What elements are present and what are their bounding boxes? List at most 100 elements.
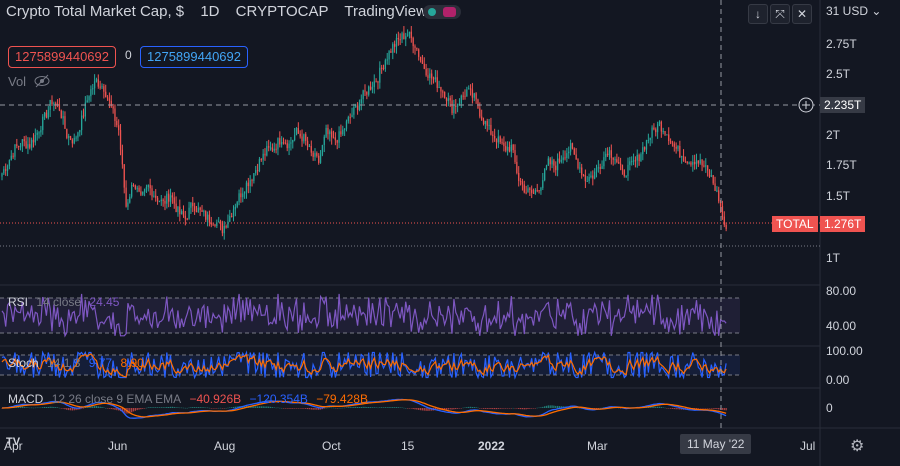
macd-hist-bar xyxy=(384,407,387,408)
candle-body xyxy=(629,161,631,165)
macd-hist-bar xyxy=(55,407,57,408)
candle-body xyxy=(5,169,7,171)
macd-hist-bar xyxy=(725,408,727,411)
candle-body xyxy=(573,148,575,155)
candle-body xyxy=(310,146,312,153)
candle-body xyxy=(436,77,438,88)
candle-body xyxy=(705,165,707,167)
bid-value-box[interactable]: 1275899440692 xyxy=(8,46,116,68)
candle-body xyxy=(608,150,611,156)
candle-body xyxy=(393,44,396,47)
candle-body xyxy=(627,164,629,176)
candle-body xyxy=(247,182,249,187)
symbol-title[interactable]: Crypto Total Market Cap, $ xyxy=(6,3,185,20)
candle-body xyxy=(460,95,462,104)
candle-body xyxy=(451,100,453,114)
macd-hist-bar xyxy=(103,407,105,408)
macd-hist-bar xyxy=(323,408,325,409)
candle-body xyxy=(186,218,188,220)
candle-body xyxy=(597,167,600,169)
macd-hist-bar xyxy=(545,405,548,408)
candle-body xyxy=(625,175,627,177)
macd-tick: 0 xyxy=(826,401,833,415)
chart-title: Crypto Total Market Cap, $ 1D CRYPTOCAP … xyxy=(6,3,439,20)
ask-value-box[interactable]: 1275899440692 xyxy=(140,46,248,68)
price-tick: 2.5T xyxy=(826,67,851,81)
interval-label[interactable]: 1D xyxy=(200,3,220,20)
candle-body xyxy=(510,144,512,152)
candle-body xyxy=(690,162,692,165)
candle-body xyxy=(718,190,720,202)
candle-body xyxy=(532,192,535,194)
candle-body xyxy=(610,150,612,158)
candle-body xyxy=(712,175,714,184)
macd-hist-bar xyxy=(229,407,231,408)
macd-hist-bar xyxy=(343,407,346,409)
candle-body xyxy=(653,127,655,130)
candle-body xyxy=(16,144,18,146)
macd-hist-bar xyxy=(42,407,44,408)
candle-body xyxy=(219,221,222,224)
candle-body xyxy=(527,188,529,193)
candle-body xyxy=(130,184,133,197)
macd-hist-bar xyxy=(121,408,124,412)
rsi-tick: 40.00 xyxy=(826,319,857,333)
rsi-legend[interactable]: RSI 14 close 24.45 xyxy=(8,295,119,309)
hidden-eye-icon[interactable] xyxy=(33,74,51,91)
candle-body xyxy=(347,117,349,122)
candle-body xyxy=(473,93,475,98)
candle-body xyxy=(484,120,487,124)
candle-body xyxy=(71,139,74,144)
macd-hist-bar xyxy=(105,407,107,409)
candle-body xyxy=(377,81,379,83)
macd-hist-bar xyxy=(477,407,479,409)
candle-body xyxy=(118,125,120,131)
candle-body xyxy=(523,184,525,193)
candle-body xyxy=(255,170,257,174)
macd-hist-bar xyxy=(219,407,222,409)
macd-hist-bar xyxy=(34,407,36,409)
candle-body xyxy=(303,134,305,142)
macd-hist-bar xyxy=(543,406,546,408)
candle-body xyxy=(266,146,268,156)
macd-hist-bar xyxy=(486,408,488,409)
macd-signal-line xyxy=(2,399,727,418)
candle-body xyxy=(403,33,405,40)
macd-hist-bar xyxy=(403,407,405,409)
candle-body xyxy=(649,137,651,141)
gear-icon[interactable]: ⚙ xyxy=(850,438,865,455)
macd-hist-bar xyxy=(82,408,85,409)
macd-hist-bar xyxy=(710,408,712,409)
stoch-legend[interactable]: Stoch 14 1 3 9.77 8.90 xyxy=(8,356,144,370)
macd-hist-bar xyxy=(708,408,711,409)
candle-body xyxy=(179,206,181,215)
candle-body xyxy=(243,191,246,194)
fullscreen-icon[interactable]: ⤧ xyxy=(770,4,790,24)
scroll-down-icon[interactable]: ↓ xyxy=(748,4,768,24)
macd-hist-bar xyxy=(418,408,420,410)
macd-hist-bar xyxy=(299,408,301,409)
macd-legend[interactable]: MACD 12 26 close 9 EMA EMA −40.926B −120… xyxy=(8,392,368,406)
market-status-pill[interactable] xyxy=(423,5,461,19)
candle-body xyxy=(577,159,579,169)
candle-body xyxy=(253,173,255,181)
close-icon[interactable]: ✕ xyxy=(792,4,812,24)
candle-body xyxy=(447,98,449,102)
candle-body xyxy=(282,142,285,144)
time-label: Aug xyxy=(214,439,236,453)
macd-hist-bar xyxy=(514,408,516,409)
macd-hist-bar xyxy=(705,408,707,409)
macd-hist-bar xyxy=(410,408,412,409)
macd-hist-bar xyxy=(471,407,474,408)
currency-select[interactable]: 31 USD ⌄ xyxy=(826,4,881,18)
candle-body xyxy=(493,135,496,139)
macd-hist-bar xyxy=(18,406,20,408)
candle-body xyxy=(360,99,362,104)
candle-body xyxy=(173,197,175,204)
macd-hist-bar xyxy=(506,408,509,409)
candle-body xyxy=(34,134,36,143)
candle-body xyxy=(175,203,177,213)
candle-body xyxy=(349,117,351,119)
